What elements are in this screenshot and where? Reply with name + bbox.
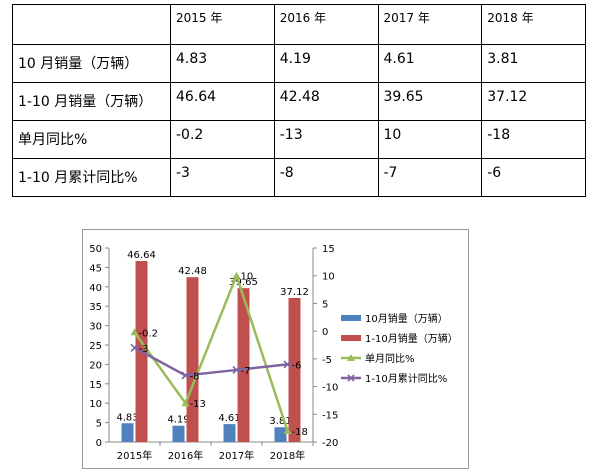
y-tick-label: 15 — [89, 380, 102, 391]
table-row: 1-10 月累计同比% -3 -8 -7 -6 — [12, 158, 586, 197]
bar — [237, 288, 250, 442]
bar-data-label: 37.12 — [280, 287, 309, 298]
table-header-row: 2015 年 2016 年 2017 年 2018 年 — [12, 4, 586, 45]
y-tick-label: 30 — [89, 322, 102, 333]
series-line — [133, 272, 289, 432]
x-tick-label: 2017年 — [219, 449, 254, 462]
y2-tick-label: 0 — [322, 327, 328, 338]
table-cell: -6 — [481, 158, 586, 197]
bar — [223, 424, 236, 442]
line-marker-x — [130, 343, 139, 352]
table-corner-cell — [12, 4, 171, 45]
x-tick-label: 2016年 — [168, 449, 203, 462]
legend-marker-triangle — [347, 354, 355, 361]
sales-table: 2015 年 2016 年 2017 年 2018 年 10 月销量（万辆） 4.83 4.… — [12, 4, 586, 197]
table-cell: -3 — [170, 158, 275, 197]
legend-label: 1-10月累计同比% — [365, 372, 447, 385]
bar-data-label: 46.64 — [127, 250, 156, 261]
legend-swatch — [341, 315, 361, 321]
legend-label: 1-10月销量（万辆） — [365, 332, 458, 345]
y-tick-label: 35 — [89, 302, 102, 313]
bar-data-label: 4.19 — [167, 415, 189, 426]
line-marker-triangle — [283, 426, 292, 434]
line-data-label: -3 — [139, 344, 149, 355]
table-header-cell: 2016 年 — [273, 4, 379, 45]
y2-tick-label: -15 — [322, 410, 338, 421]
table-cell: -8 — [273, 158, 379, 197]
line-data-label: -8 — [190, 371, 200, 382]
table-row: 10 月销量（万辆） 4.83 4.19 4.61 3.81 — [12, 44, 586, 83]
y-tick-label: 50 — [89, 244, 102, 255]
table-cell: 37.12 — [481, 82, 586, 121]
line-data-label: -6 — [292, 360, 302, 371]
sales-chart: 0 5 10 15 20 25 30 35 40 45 50 -20 -15 -10 -5 0 5 10 15 201… — [82, 229, 469, 469]
table-row: 1-10 月销量（万辆） 46.64 42.48 39.65 37.12 — [12, 82, 586, 121]
table-cell: -13 — [273, 120, 379, 159]
table-cell: 4.83 — [170, 44, 275, 83]
table-cell: 10 — [377, 120, 483, 159]
line-data-label: 10 — [241, 272, 254, 283]
legend-marker-x — [347, 374, 355, 382]
table-row-label: 1-10 月销量（万辆） — [12, 82, 171, 121]
table-cell: -18 — [481, 120, 586, 159]
line-marker-triangle — [181, 399, 190, 407]
table-cell: 46.64 — [170, 82, 275, 121]
y2-tick-label: -20 — [322, 438, 338, 449]
bar-data-label: 4.61 — [218, 413, 240, 424]
line-data-label: -0.2 — [139, 328, 159, 339]
line-data-label: -13 — [190, 399, 206, 410]
bar-data-label: 42.48 — [178, 266, 207, 277]
bar — [186, 277, 199, 442]
table-row: 单月同比% -0.2 -13 10 -18 — [12, 120, 586, 159]
legend-label: 10月销量（万辆） — [365, 312, 448, 325]
table-header-cell: 2015 年 — [170, 4, 275, 45]
x-tick-label: 2015年 — [117, 449, 152, 462]
x-tick-label: 2018年 — [270, 449, 305, 462]
line-marker-x — [232, 365, 241, 375]
table-row-label: 1-10 月累计同比% — [12, 158, 171, 197]
bar-data-label: 3.81 — [269, 416, 291, 427]
table-cell: 4.19 — [273, 44, 379, 83]
series-line — [133, 346, 288, 377]
table-row-label: 10 月销量（万辆） — [12, 44, 171, 83]
legend-label: 单月同比% — [365, 353, 415, 365]
table-row-label: 单月同比% — [12, 120, 171, 159]
y-tick-label: 20 — [89, 360, 102, 371]
chart-svg: 0 5 10 15 20 25 30 35 40 45 50 -20 -15 -10 -5 0 5 10 15 201… — [89, 244, 458, 462]
y-tick-label: 0 — [96, 438, 102, 449]
table-cell: -0.2 — [170, 120, 275, 159]
line-marker-x — [283, 360, 292, 369]
y2-tick-label: 10 — [322, 272, 335, 283]
table-cell: -7 — [377, 158, 483, 197]
table-cell: 4.61 — [377, 44, 483, 83]
y2-tick-label: 15 — [322, 244, 335, 255]
table-cell: 3.81 — [481, 44, 586, 83]
y-tick-label: 10 — [89, 399, 102, 410]
y-tick-label: 5 — [96, 419, 102, 430]
table-header-cell: 2018 年 — [481, 4, 586, 45]
y-tick-label: 25 — [89, 341, 102, 352]
line-marker-triangle — [130, 328, 139, 336]
bar — [172, 425, 185, 442]
legend-swatch — [341, 335, 361, 341]
y2-tick-label: 5 — [322, 299, 328, 310]
line-marker-x — [181, 371, 190, 380]
table-header-cell: 2017 年 — [377, 4, 483, 45]
y-tick-label: 40 — [89, 283, 102, 294]
bar-data-label: 39.65 — [229, 277, 258, 288]
table-cell: 39.65 — [377, 82, 483, 121]
line-data-label: -18 — [292, 427, 308, 438]
table-cell: 42.48 — [273, 82, 379, 121]
bar — [121, 423, 134, 442]
y2-tick-label: -5 — [322, 355, 332, 366]
y2-tick-label: -10 — [322, 383, 338, 394]
bar — [288, 297, 301, 442]
line-marker-triangle — [232, 271, 241, 279]
y-tick-label: 45 — [89, 263, 102, 274]
line-data-label: -7 — [241, 366, 251, 377]
bar — [274, 427, 287, 442]
bar-data-label: 4.83 — [116, 412, 138, 423]
